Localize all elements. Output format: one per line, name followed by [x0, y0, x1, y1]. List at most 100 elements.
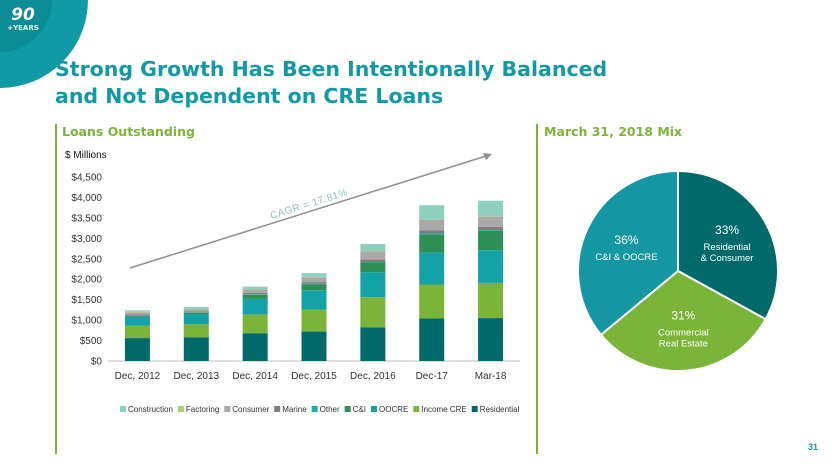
pie-slice-name: C&I & OOCRE — [595, 252, 657, 263]
x-tick-label: Dec, 2012 — [115, 371, 161, 382]
pie-slice-percent: 36% — [614, 233, 638, 247]
bar-segment — [478, 318, 504, 361]
bar-segment — [478, 250, 504, 283]
legend-swatch — [344, 406, 351, 412]
loans-bar-chart: $0 $500 $1,000 $1,500 $2,000 $2,500 $3,000 $3,5… — [71, 153, 520, 414]
bar-segment — [301, 277, 327, 283]
pie-slice-name: Real Estate — [659, 339, 708, 350]
bar-segment — [183, 311, 209, 313]
corner-badge — [0, 0, 88, 88]
title-line-1: Strong Growth Has Been Intentionally Bal… — [55, 57, 608, 81]
bar-segment — [478, 282, 504, 319]
bar-segment — [360, 327, 386, 361]
x-tick-label: Mar-18 — [475, 371, 507, 382]
left-divider — [55, 124, 57, 454]
mix-label: March 31, 2018 Mix — [544, 124, 683, 139]
y-tick-label: $1,500 — [71, 295, 102, 306]
legend-label: Consumer — [232, 405, 269, 414]
legend-label: Construction — [128, 405, 173, 414]
legend-swatch — [311, 406, 318, 412]
legend-swatch — [471, 406, 478, 412]
logo-number: 90 — [11, 5, 35, 25]
bar-segment — [360, 259, 386, 263]
bar-segment — [419, 205, 445, 220]
bar-segment — [242, 294, 268, 299]
legend-swatch — [413, 406, 420, 412]
page-title: Strong Growth Has Been Intentionally Bal… — [55, 56, 607, 110]
pie-slice-name: Residential — [704, 242, 751, 253]
bar-segment — [419, 318, 445, 361]
bar-segment — [419, 230, 445, 234]
bar-segment — [301, 331, 327, 361]
page-number: 31 — [807, 442, 818, 452]
bar-segment — [301, 284, 327, 291]
bar-segment — [242, 333, 268, 361]
bar-segment — [478, 216, 504, 227]
y-tick-label: $2,500 — [71, 254, 102, 265]
bar-segment — [360, 297, 386, 328]
legend-swatch — [274, 406, 281, 412]
bar-segment — [183, 314, 209, 325]
y-tick-label: $3,500 — [71, 213, 102, 224]
bar-segment — [478, 200, 504, 217]
bar-segment — [183, 324, 209, 338]
bar-segment — [419, 284, 445, 319]
bar-segment — [242, 289, 268, 293]
bar-segment — [360, 262, 386, 273]
y-tick-label: $1,000 — [71, 316, 102, 327]
legend-label: Factoring — [186, 405, 219, 414]
pie-slice — [599, 269, 767, 372]
bar-segment — [360, 272, 386, 298]
legend-swatch — [371, 406, 377, 412]
x-tick-label: Dec-17 — [416, 371, 449, 382]
legend-label: Other — [320, 405, 340, 414]
pie-slice — [677, 169, 779, 321]
y-tick-label: $2,000 — [71, 275, 102, 286]
pie-slice-percent: 33% — [715, 223, 739, 237]
bar-segment — [301, 309, 327, 332]
legend-label: Residential — [480, 405, 520, 414]
bar-segment — [183, 312, 209, 315]
legend-swatch — [177, 406, 184, 412]
y-tick-label: $4,500 — [71, 173, 102, 184]
bar-segment — [419, 252, 445, 285]
bar-segment — [360, 251, 386, 260]
bar-segment — [478, 226, 504, 231]
legend-label: C&I — [353, 405, 366, 414]
y-tick-label: $0 — [91, 357, 103, 368]
bar-segment — [242, 298, 268, 315]
cagr-arrow-line — [129, 155, 487, 269]
loans-outstanding-label: Loans Outstanding — [62, 124, 196, 139]
bar-segment — [301, 273, 327, 277]
right-divider — [536, 124, 538, 454]
bar-segment — [478, 230, 504, 251]
bar-segment — [301, 282, 327, 284]
cagr-arrow-head — [483, 153, 492, 160]
pie-slice-percent: 31% — [671, 309, 695, 323]
bar-segment — [183, 309, 209, 312]
bar-segment — [124, 310, 150, 312]
bar-segment — [124, 312, 150, 315]
y-tick-label: $4,000 — [71, 193, 102, 204]
legend-label: Marine — [282, 405, 307, 414]
y-tick-label: $3,000 — [71, 234, 102, 245]
bar-segment — [124, 338, 150, 361]
bar-segment — [419, 219, 445, 231]
bar-segment — [124, 316, 150, 326]
bar-segment — [124, 314, 150, 316]
bar-segment — [301, 290, 327, 310]
bar-segment — [124, 325, 150, 339]
bar-segment — [419, 233, 445, 235]
units-label: $ Millions — [65, 150, 107, 161]
pie-slice-name: Commercial — [658, 328, 709, 339]
logo-years: +YEARS — [7, 24, 39, 32]
legend-label: OOCRE — [379, 405, 408, 414]
bar-segment — [242, 314, 268, 334]
bar-segment — [360, 244, 386, 252]
bar-segment — [419, 234, 445, 253]
x-tick-label: Dec, 2014 — [232, 371, 278, 382]
bar-segment — [183, 307, 209, 310]
bar-segment — [124, 315, 150, 317]
x-tick-label: Dec, 2013 — [173, 371, 219, 382]
